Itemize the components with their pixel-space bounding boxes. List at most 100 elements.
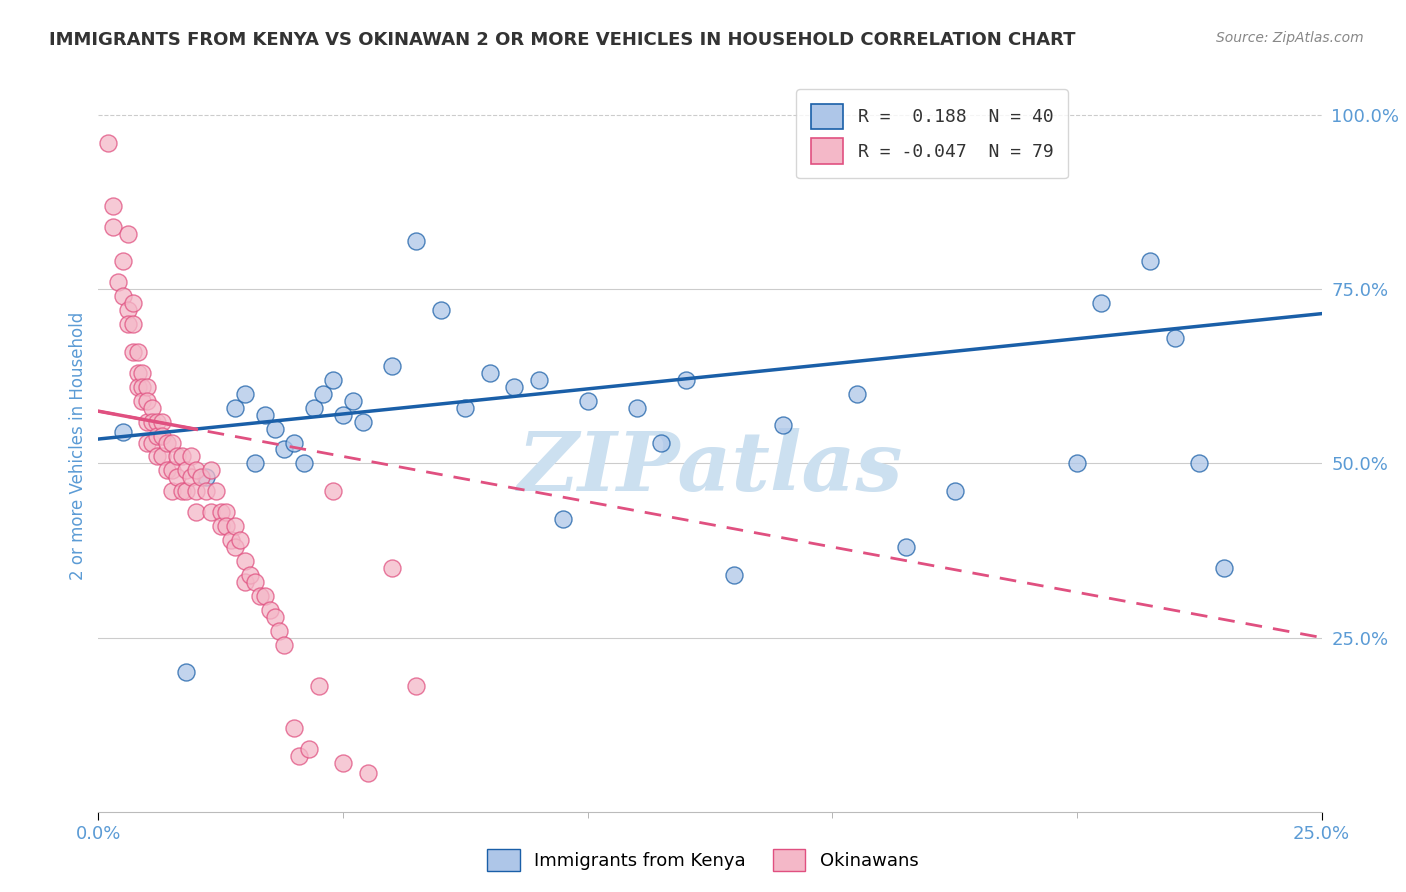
Point — [127, 366, 149, 380]
Point — [253, 408, 276, 422]
Point — [1212, 561, 1234, 575]
Point — [101, 199, 124, 213]
Point — [454, 401, 477, 415]
Point — [117, 317, 139, 331]
Point — [195, 484, 218, 499]
Point — [845, 386, 868, 401]
Point — [332, 408, 354, 422]
Point — [150, 415, 173, 429]
Point — [273, 442, 295, 457]
Point — [405, 679, 427, 693]
Point — [626, 401, 648, 415]
Point — [101, 219, 124, 234]
Point — [229, 533, 252, 547]
Point — [298, 742, 321, 756]
Point — [224, 519, 246, 533]
Point — [322, 484, 344, 499]
Point — [195, 470, 218, 484]
Point — [283, 721, 305, 735]
Y-axis label: 2 or more Vehicles in Household: 2 or more Vehicles in Household — [69, 312, 87, 580]
Point — [356, 766, 378, 780]
Point — [527, 373, 550, 387]
Point — [1164, 331, 1187, 345]
Point — [283, 435, 305, 450]
Point — [200, 463, 222, 477]
Point — [121, 317, 143, 331]
Point — [302, 401, 325, 415]
Text: ZIPatlas: ZIPatlas — [517, 428, 903, 508]
Point — [170, 484, 193, 499]
Point — [166, 470, 188, 484]
Point — [288, 749, 311, 764]
Point — [180, 470, 202, 484]
Point — [111, 254, 134, 268]
Point — [160, 484, 183, 499]
Point — [576, 393, 599, 408]
Point — [239, 567, 262, 582]
Point — [131, 366, 153, 380]
Point — [273, 638, 295, 652]
Point — [1139, 254, 1161, 268]
Point — [186, 463, 208, 477]
Point — [308, 679, 330, 693]
Point — [156, 435, 179, 450]
Point — [243, 457, 266, 471]
Point — [352, 415, 374, 429]
Point — [127, 380, 149, 394]
Point — [263, 609, 285, 624]
Point — [1066, 457, 1088, 471]
Point — [146, 450, 169, 464]
Point — [292, 457, 315, 471]
Point — [478, 366, 501, 380]
Point — [200, 505, 222, 519]
Point — [342, 393, 364, 408]
Point — [136, 415, 159, 429]
Point — [249, 589, 271, 603]
Legend: Immigrants from Kenya, Okinawans: Immigrants from Kenya, Okinawans — [479, 842, 927, 879]
Point — [675, 373, 697, 387]
Point — [107, 275, 129, 289]
Text: IMMIGRANTS FROM KENYA VS OKINAWAN 2 OR MORE VEHICLES IN HOUSEHOLD CORRELATION CH: IMMIGRANTS FROM KENYA VS OKINAWAN 2 OR M… — [49, 31, 1076, 49]
Point — [233, 574, 256, 589]
Point — [219, 533, 242, 547]
Point — [312, 386, 335, 401]
Point — [553, 512, 575, 526]
Point — [894, 540, 917, 554]
Point — [136, 435, 159, 450]
Point — [160, 463, 183, 477]
Point — [121, 296, 143, 310]
Point — [121, 345, 143, 359]
Point — [943, 484, 966, 499]
Point — [224, 401, 246, 415]
Point — [186, 505, 208, 519]
Point — [186, 484, 208, 499]
Legend: R =  0.188  N = 40, R = -0.047  N = 79: R = 0.188 N = 40, R = -0.047 N = 79 — [796, 89, 1069, 178]
Point — [176, 463, 198, 477]
Point — [503, 380, 526, 394]
Point — [190, 470, 212, 484]
Point — [146, 428, 169, 442]
Point — [111, 425, 134, 439]
Point — [243, 574, 266, 589]
Point — [405, 234, 427, 248]
Point — [332, 756, 354, 770]
Point — [131, 393, 153, 408]
Point — [214, 505, 236, 519]
Point — [1090, 296, 1112, 310]
Point — [263, 421, 285, 435]
Point — [127, 345, 149, 359]
Point — [117, 303, 139, 318]
Point — [160, 435, 183, 450]
Point — [170, 450, 193, 464]
Point — [205, 484, 228, 499]
Point — [259, 603, 281, 617]
Point — [141, 401, 163, 415]
Point — [253, 589, 276, 603]
Point — [214, 519, 236, 533]
Point — [180, 450, 202, 464]
Point — [233, 386, 256, 401]
Point — [233, 554, 256, 568]
Point — [156, 463, 179, 477]
Text: Source: ZipAtlas.com: Source: ZipAtlas.com — [1216, 31, 1364, 45]
Point — [146, 415, 169, 429]
